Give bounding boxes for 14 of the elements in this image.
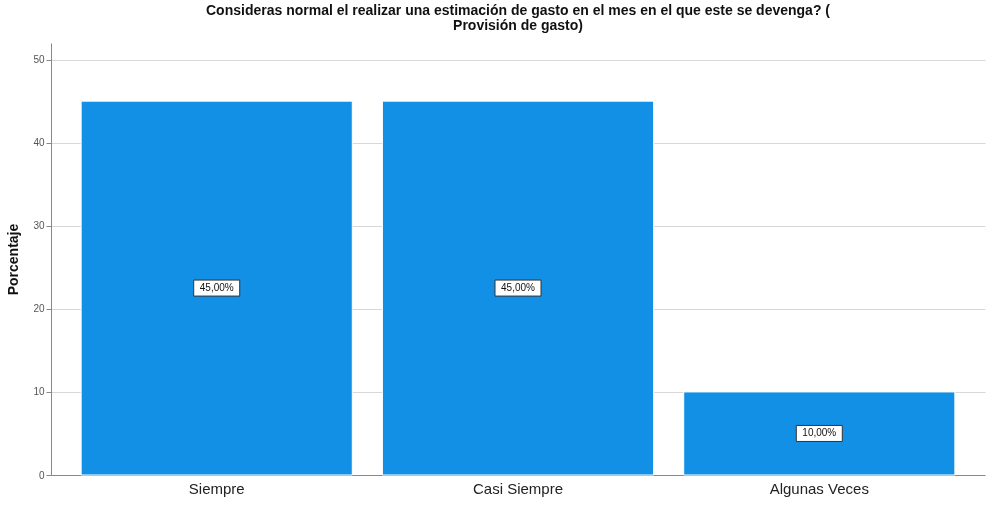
y-tick-label: 0 (38, 469, 45, 481)
y-tick-label: 20 (33, 303, 45, 315)
data-label: 10,00% (802, 427, 837, 439)
x-tick-label: Algunas Veces (769, 479, 869, 497)
x-tick-label: Siempre (188, 479, 245, 497)
y-tick-label: 30 (33, 220, 45, 232)
y-tick-label: 40 (33, 137, 45, 149)
data-label: 45,00% (501, 282, 536, 294)
chart-title: Consideras normal el realizar una estimación de gasto en el mes en el que este se devenga? ( Provisión de gasto) (205, 2, 831, 33)
y-axis-title: Porcentaje (5, 223, 22, 296)
x-tick-label: Casi Siempre (472, 479, 564, 497)
y-tick-label: 50 (33, 54, 45, 66)
data-label: 45,00% (199, 282, 234, 294)
y-tick-label: 10 (33, 386, 45, 398)
